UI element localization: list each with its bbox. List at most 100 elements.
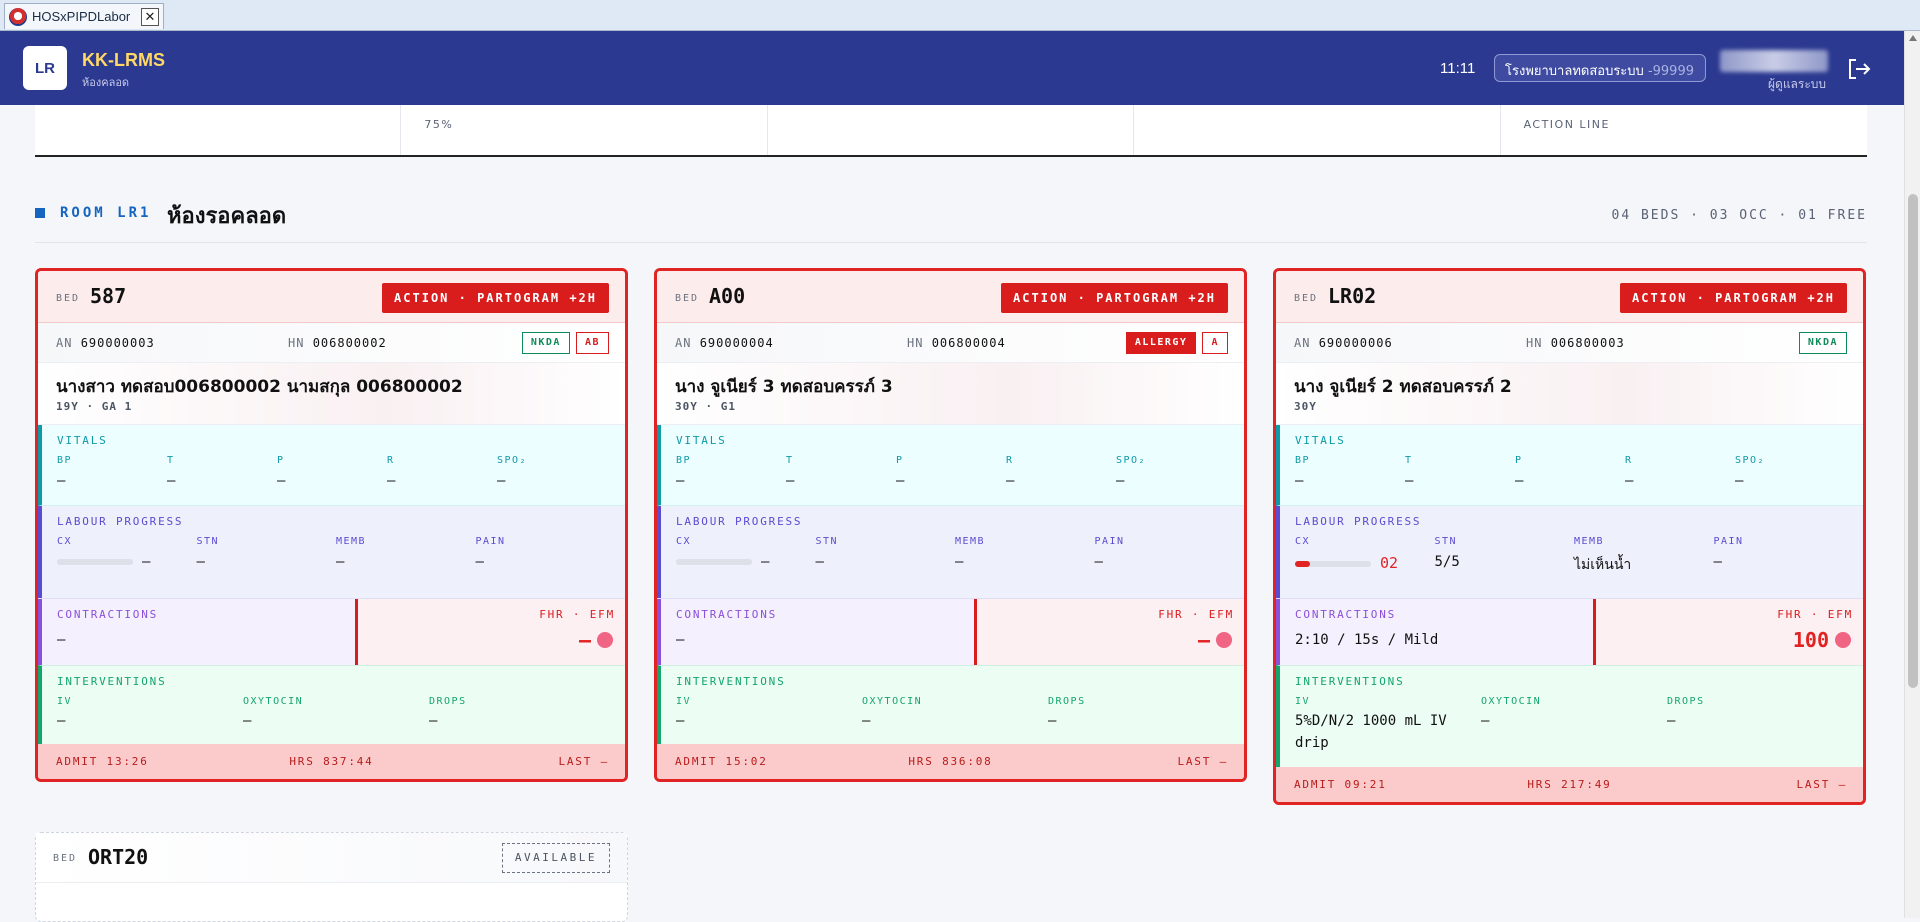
labour-progress-section[interactable]: LABOUR PROGRESS CX 02 STN 5/5 MEMB ไม่เห็น… — [1276, 506, 1863, 598]
patient-info: นาง จูเนียร์ 3 ทดสอบครรภ์ 3 30Y · G1 — [657, 363, 1244, 425]
contractions-fhr-row: CONTRACTIONS 2:10 / 15s / Mild FHR · EFM… — [1276, 598, 1863, 665]
available-bed-card[interactable]: BED ORT20 AVAILABLE — [35, 832, 628, 922]
fhr-status-icon — [1216, 632, 1232, 648]
app-logo: LR — [23, 46, 67, 90]
patient-info: นาง จูเนียร์ 2 ทดสอบครรภ์ 2 30Y — [1276, 363, 1863, 425]
divider — [35, 242, 1867, 243]
hn-field: HN 006800003 — [1526, 336, 1625, 350]
vital-spo2: SPO₂ — — [1735, 455, 1766, 489]
available-badge: AVAILABLE — [501, 843, 610, 873]
window-tab[interactable]: HOSxPIPDLabor ✕ — [4, 3, 164, 29]
interventions-title: INTERVENTIONS — [57, 675, 167, 688]
patient-ids: AN 690000004 HN 006800004 ALLERGY A — [657, 323, 1244, 363]
legend-cell-75: 75% — [401, 105, 768, 155]
bed-card[interactable]: BED LR02 ACTION · PARTOGRAM +2H AN 69000… — [1273, 268, 1866, 805]
patient-name: นางสาว ทดสอบ006800002 นามสกุล 006800002 — [56, 377, 463, 397]
bed-label: BED — [56, 293, 81, 304]
action-partogram-button[interactable]: ACTION · PARTOGRAM +2H — [1001, 283, 1228, 313]
interventions-section[interactable]: INTERVENTIONS IV — OXYTOCIN — DROPS — — [38, 665, 625, 744]
partogram-legend: 75% ACTION LINE — [35, 105, 1867, 157]
labour-memb: MEMB — — [336, 536, 367, 570]
interventions-section[interactable]: INTERVENTIONS IV 5%D/N/2 1000 mL IV drip … — [1276, 665, 1863, 767]
allergy-badges: NKDA — [1798, 332, 1847, 354]
contractions-value: — — [57, 632, 66, 648]
fhr-value: — — [578, 628, 591, 652]
hospital-selector[interactable]: โรงพยาบาลทดสอบระบบ -99999 — [1494, 54, 1706, 82]
legend-cell — [1134, 105, 1501, 155]
vitals-section[interactable]: VITALS BP — T — P — R — SPO₂ — — [657, 425, 1244, 506]
user-name-redacted — [1720, 50, 1828, 72]
patient-name: นาง จูเนียร์ 2 ทดสอบครรภ์ 2 — [1294, 377, 1512, 397]
an-field: AN 690000003 — [56, 336, 155, 350]
labour-pain: PAIN — — [475, 536, 506, 570]
contractions-section[interactable]: CONTRACTIONS 2:10 / 15s / Mild — [1276, 599, 1596, 665]
room-marker-icon — [35, 208, 45, 218]
contractions-section[interactable]: CONTRACTIONS — — [38, 599, 358, 665]
allergy-badge: NKDA — [521, 332, 570, 354]
clock: 11:11 — [1440, 60, 1476, 77]
fhr-section[interactable]: FHR · EFM — — [977, 599, 1244, 665]
allergy-badges: ALLERGY A — [1125, 332, 1228, 354]
an-field: AN 690000006 — [1294, 336, 1393, 350]
labour-title: LABOUR PROGRESS — [1295, 515, 1422, 528]
vertical-scrollbar[interactable] — [1904, 31, 1920, 918]
fhr-section[interactable]: FHR · EFM 100 — [1596, 599, 1863, 665]
admit-time: ADMIT 09:21 — [1294, 778, 1387, 791]
fhr-status-icon — [597, 632, 613, 648]
labour-cx: CX 02 — [1295, 536, 1399, 572]
scroll-up-icon[interactable] — [1909, 35, 1917, 41]
contractions-value: 2:10 / 15s / Mild — [1295, 632, 1439, 648]
logout-icon[interactable] — [1846, 57, 1872, 81]
vitals-title: VITALS — [1295, 434, 1346, 447]
bed-card[interactable]: BED 587 ACTION · PARTOGRAM +2H AN 690000… — [35, 268, 628, 782]
labour-cx: CX — — [57, 536, 151, 570]
contractions-fhr-row: CONTRACTIONS — FHR · EFM — — [657, 598, 1244, 665]
vitals-section[interactable]: VITALS BP — T — P — R — SPO₂ — — [38, 425, 625, 506]
hours-since-admit: HRS 217:49 — [1527, 778, 1612, 791]
an-field: AN 690000004 — [675, 336, 774, 350]
vital-p: P — — [896, 455, 905, 489]
interv-drops: DROPS — — [1667, 696, 1705, 729]
labour-memb: MEMB ไม่เห็นน้ำ — [1574, 536, 1632, 573]
interv-oxytocin: OXYTOCIN — — [1481, 696, 1542, 729]
labour-progress-section[interactable]: LABOUR PROGRESS CX — STN — MEMB — PAIN — — [38, 506, 625, 598]
last-update: LAST — — [1796, 778, 1847, 791]
action-partogram-button[interactable]: ACTION · PARTOGRAM +2H — [382, 283, 609, 313]
interventions-section[interactable]: INTERVENTIONS IV — OXYTOCIN — DROPS — — [657, 665, 1244, 744]
bed-card-header: BED 587 ACTION · PARTOGRAM +2H — [38, 271, 625, 323]
contractions-title: CONTRACTIONS — [676, 608, 778, 621]
vital-bp: BP — — [1295, 455, 1311, 489]
labour-memb: MEMB — — [955, 536, 986, 570]
vital-bp: BP — — [676, 455, 692, 489]
vitals-section[interactable]: VITALS BP — T — P — R — SPO₂ — — [1276, 425, 1863, 506]
bed-number: 587 — [90, 284, 127, 308]
action-partogram-button[interactable]: ACTION · PARTOGRAM +2H — [1620, 283, 1847, 313]
hours-since-admit: HRS 836:08 — [908, 755, 993, 768]
scrollbar-thumb[interactable] — [1908, 194, 1918, 688]
fhr-title: FHR · EFM — [1158, 608, 1234, 621]
last-update: LAST — — [558, 755, 609, 768]
bed-card-header: BED LR02 ACTION · PARTOGRAM +2H — [1276, 271, 1863, 323]
bed-number: LR02 — [1328, 284, 1377, 308]
legend-cell — [768, 105, 1135, 155]
close-tab-icon[interactable]: ✕ — [141, 7, 159, 26]
fhr-section[interactable]: FHR · EFM — — [358, 599, 625, 665]
labour-stn: STN — — [815, 536, 839, 570]
allergy-badge: AB — [575, 332, 609, 354]
vital-t: T — — [1405, 455, 1414, 489]
app-logo-icon — [9, 7, 27, 26]
patient-age-ga: 30Y · G1 — [675, 400, 736, 413]
bed-card[interactable]: BED A00 ACTION · PARTOGRAM +2H AN 690000… — [654, 268, 1247, 782]
last-update: LAST — — [1177, 755, 1228, 768]
fhr-title: FHR · EFM — [539, 608, 615, 621]
legend-cell — [35, 105, 402, 155]
labour-pain: PAIN — — [1713, 536, 1744, 570]
cx-progress-bar — [57, 559, 133, 565]
vital-p: P — — [277, 455, 286, 489]
fhr-status-icon — [1835, 632, 1851, 648]
labour-cx: CX — — [676, 536, 770, 570]
bed-card-footer: ADMIT 15:02 HRS 836:08 LAST — — [657, 744, 1244, 779]
labour-progress-section[interactable]: LABOUR PROGRESS CX — STN — MEMB — PAIN — — [657, 506, 1244, 598]
vital-r: R — — [1625, 455, 1634, 489]
contractions-section[interactable]: CONTRACTIONS — — [657, 599, 977, 665]
